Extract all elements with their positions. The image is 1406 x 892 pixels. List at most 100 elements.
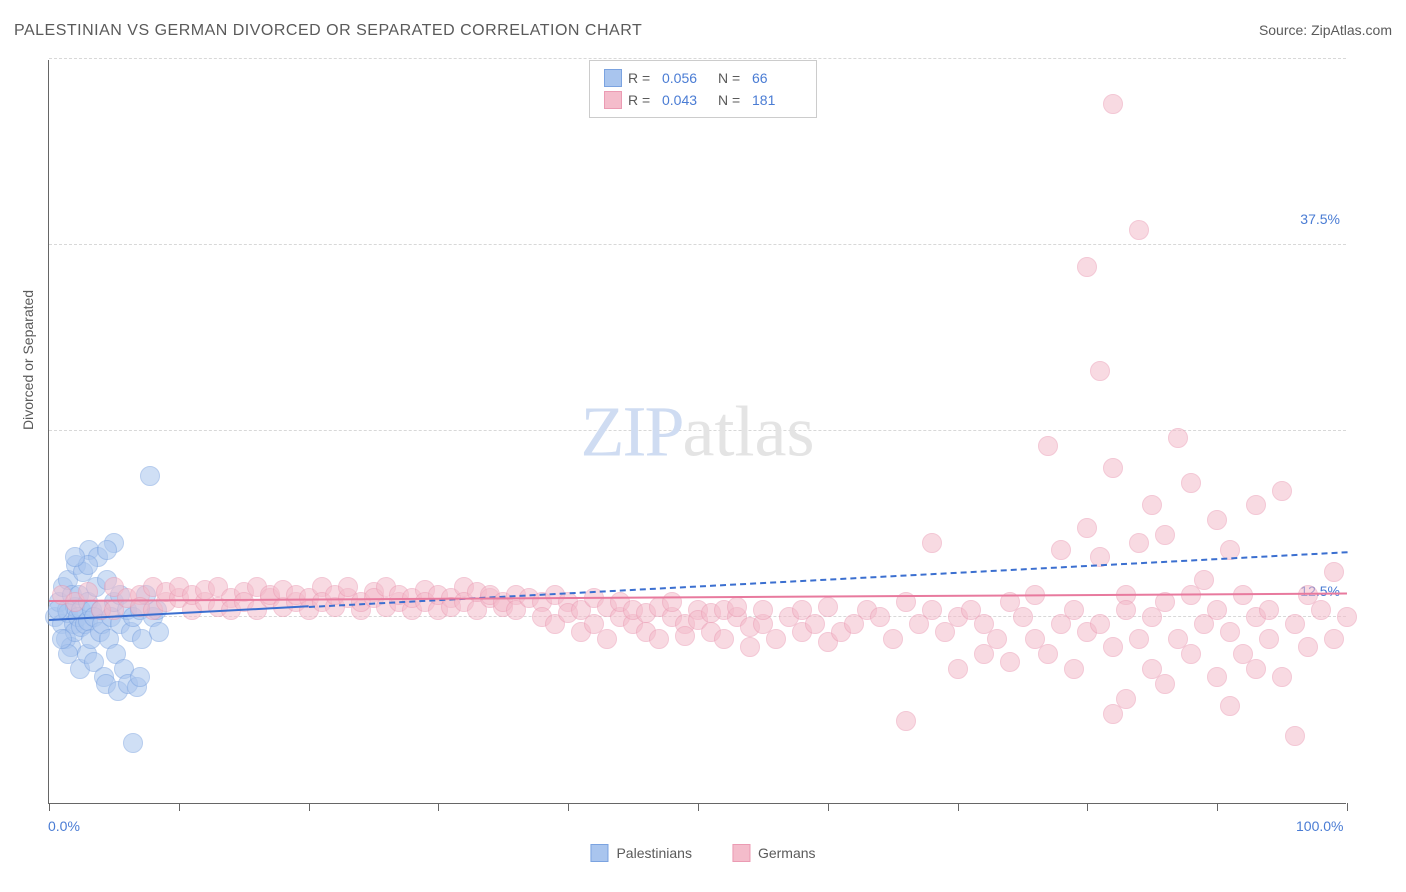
data-point (1259, 600, 1279, 620)
data-point (1324, 629, 1344, 649)
data-point (870, 607, 890, 627)
data-point (1142, 495, 1162, 515)
x-tick-mark (309, 803, 310, 811)
x-tick-mark (568, 803, 569, 811)
r-label: R = (628, 70, 656, 86)
source-label: Source: (1259, 22, 1307, 38)
data-point (52, 629, 72, 649)
data-point (1207, 510, 1227, 530)
legend-label: Germans (758, 845, 816, 861)
chart-title: PALESTINIAN VS GERMAN DIVORCED OR SEPARA… (14, 22, 642, 40)
data-point (818, 597, 838, 617)
data-point (1090, 361, 1110, 381)
x-tick-mark (698, 803, 699, 811)
r-value: 0.056 (662, 70, 712, 86)
source-attribution: Source: ZipAtlas.com (1259, 22, 1392, 38)
data-point (766, 629, 786, 649)
data-point (1103, 704, 1123, 724)
x-tick-mark (958, 803, 959, 811)
plot-area: ZIPatlas 12.5%37.5% (48, 60, 1346, 804)
legend-item: Germans (732, 844, 816, 862)
legend-label: Palestinians (616, 845, 692, 861)
data-point (1207, 667, 1227, 687)
data-point (948, 659, 968, 679)
data-point (1298, 637, 1318, 657)
x-tick-mark (179, 803, 180, 811)
data-point (1000, 652, 1020, 672)
data-point (140, 466, 160, 486)
x-tick-mark (49, 803, 50, 811)
y-axis-label: Divorced or Separated (20, 290, 36, 430)
correlation-legend-row: R = 0.043 N = 181 (604, 89, 802, 111)
n-value: 181 (752, 92, 802, 108)
series-legend: Palestinians Germans (590, 844, 815, 862)
x-tick-label: 0.0% (48, 818, 80, 834)
data-point (97, 540, 117, 560)
r-label: R = (628, 92, 656, 108)
data-point (1013, 607, 1033, 627)
legend-item: Palestinians (590, 844, 692, 862)
correlation-legend-box: R = 0.056 N = 66 R = 0.043 N = 181 (589, 60, 817, 118)
data-point (1103, 94, 1123, 114)
data-point (662, 592, 682, 612)
data-point (1077, 257, 1097, 277)
data-point (1168, 428, 1188, 448)
n-value: 66 (752, 70, 802, 86)
data-point (1311, 600, 1331, 620)
data-point (740, 637, 760, 657)
data-point (1181, 473, 1201, 493)
n-label: N = (718, 70, 746, 86)
data-point (1129, 220, 1149, 240)
gridline (49, 244, 1346, 245)
data-point (1103, 637, 1123, 657)
legend-swatch (590, 844, 608, 862)
data-point (1064, 600, 1084, 620)
data-point (883, 629, 903, 649)
data-point (1337, 607, 1357, 627)
watermark: ZIPatlas (581, 390, 815, 473)
data-point (78, 582, 98, 602)
data-point (597, 629, 617, 649)
r-value: 0.043 (662, 92, 712, 108)
source-link[interactable]: ZipAtlas.com (1311, 22, 1392, 38)
correlation-legend-row: R = 0.056 N = 66 (604, 67, 802, 89)
data-point (896, 711, 916, 731)
legend-swatch (732, 844, 750, 862)
data-point (130, 667, 150, 687)
data-point (123, 733, 143, 753)
legend-swatch (604, 91, 622, 109)
data-point (1038, 436, 1058, 456)
data-point (714, 629, 734, 649)
data-point (1285, 726, 1305, 746)
x-tick-mark (1087, 803, 1088, 811)
data-point (1272, 667, 1292, 687)
data-point (1285, 614, 1305, 634)
x-tick-mark (1347, 803, 1348, 811)
data-point (649, 629, 669, 649)
data-point (1103, 458, 1123, 478)
data-point (149, 622, 169, 642)
data-point (1246, 659, 1266, 679)
legend-swatch (604, 69, 622, 87)
x-tick-mark (438, 803, 439, 811)
x-tick-mark (828, 803, 829, 811)
n-label: N = (718, 92, 746, 108)
data-point (1324, 562, 1344, 582)
data-point (1155, 674, 1175, 694)
data-point (922, 600, 942, 620)
data-point (1220, 696, 1240, 716)
x-tick-label: 100.0% (1296, 818, 1343, 834)
data-point (1077, 518, 1097, 538)
data-point (1155, 525, 1175, 545)
data-point (1051, 540, 1071, 560)
data-point (1194, 570, 1214, 590)
data-point (65, 547, 85, 567)
data-point (1207, 600, 1227, 620)
data-point (922, 533, 942, 553)
data-point (1272, 481, 1292, 501)
data-point (1116, 600, 1136, 620)
watermark-zip: ZIP (581, 391, 683, 471)
data-point (1181, 644, 1201, 664)
y-tick-label: 37.5% (1300, 211, 1340, 227)
gridline (49, 58, 1346, 59)
